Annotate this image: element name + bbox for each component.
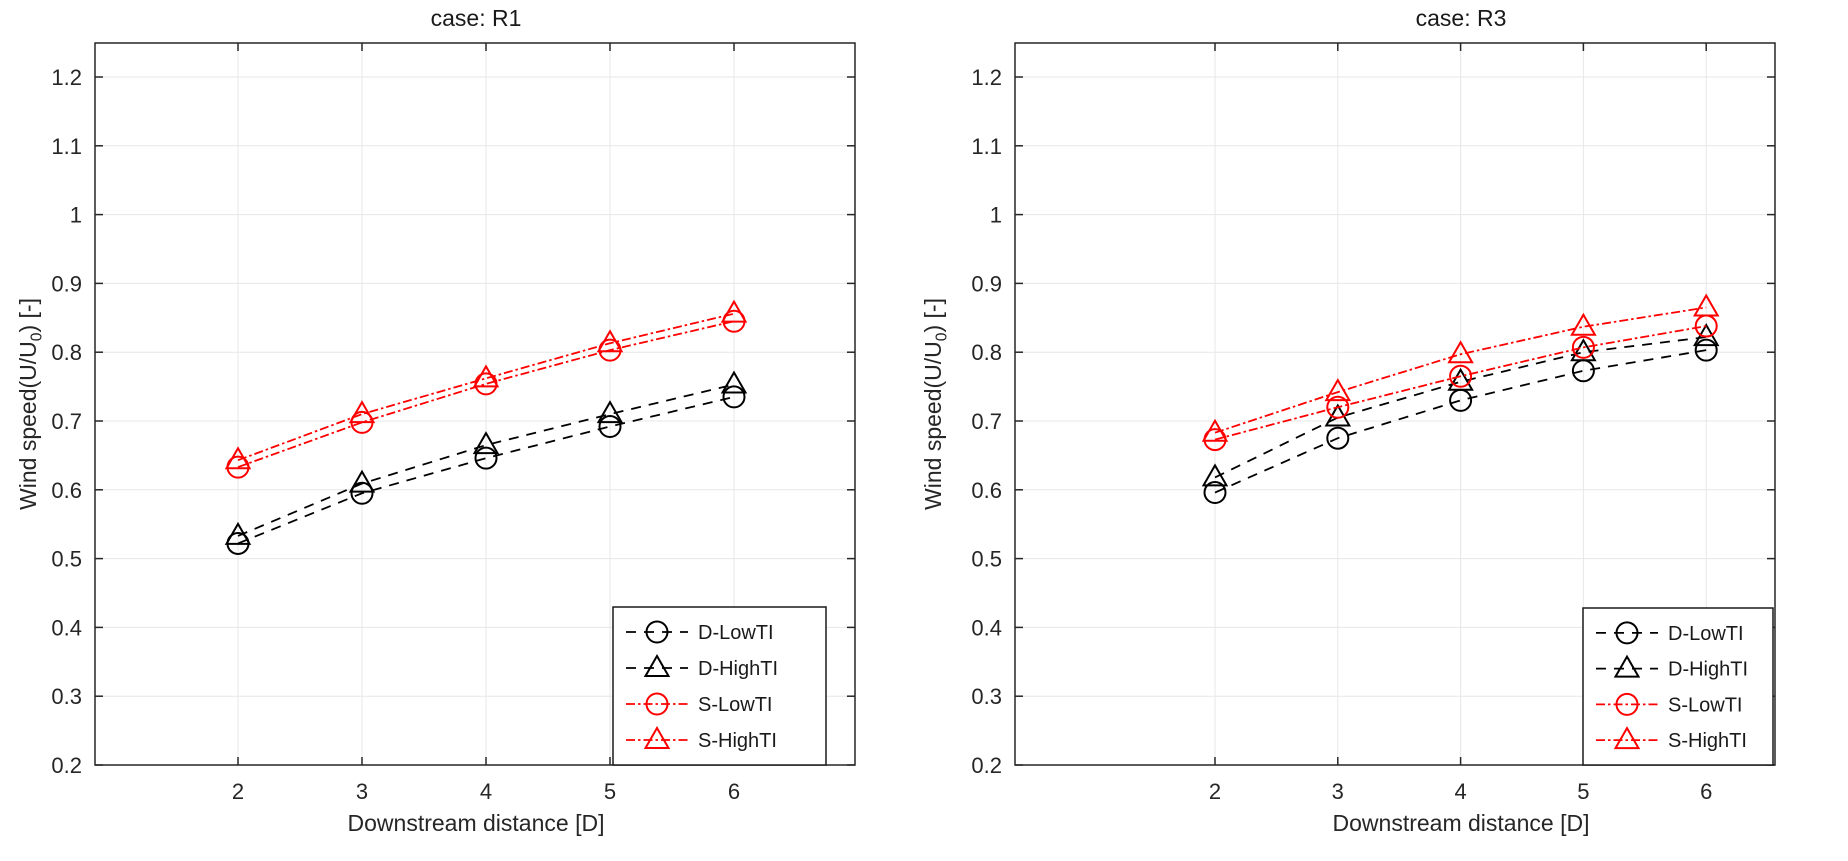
y-axis-label-r3-pre: Wind speed(U/U [920,341,946,510]
svg-text:4: 4 [480,779,492,804]
x-tick-labels-r1: 2 3 4 5 6 [232,779,740,804]
legend-label-d-lowti: D-LowTI [698,622,774,644]
svg-text:0.7: 0.7 [51,409,82,434]
panel-r3: 2 3 4 5 6 0.2 0.3 0.4 0.5 0.6 0.7 0.8 0.9 1 1.1 1.2 D-Lo… [971,42,1776,804]
svg-text:5: 5 [1577,779,1589,804]
svg-text:0.5: 0.5 [51,547,82,572]
svg-text:0.6: 0.6 [51,478,82,503]
series-s-highti-r3 [1201,293,1720,442]
legend-item-d-lowti: D-LowTI [1596,621,1744,645]
svg-text:4: 4 [1454,779,1466,804]
x-axis-label-r1: Downstream distance [D] [347,810,605,836]
legend-r3: D-LowTI D-HighTI S-LowTI S-HighTI [1582,607,1774,766]
y-tick-labels-r3: 0.2 0.3 0.4 0.5 0.6 0.7 0.8 0.9 1 1.1 1.2 [971,65,1002,778]
y-axis-label-r1-post: ) [-] [15,298,41,333]
svg-text:0.8: 0.8 [971,340,1002,365]
svg-text:0.7: 0.7 [971,409,1002,434]
svg-text:2: 2 [232,779,244,804]
y-axis-label-r1: Wind speed(U/U0) [-] [15,224,46,584]
svg-text:2: 2 [1209,779,1221,804]
svg-text:0.8: 0.8 [51,340,82,365]
series-s-highti-r1 [224,299,748,470]
legend-item-s-lowti: S-LowTI [626,692,772,716]
svg-text:0.9: 0.9 [971,271,1002,296]
svg-text:0.6: 0.6 [971,478,1002,503]
axes-frame-r1 [94,42,856,766]
svg-text:1.1: 1.1 [51,134,82,159]
panel-r1: 2 3 4 5 6 0.2 0.3 0.4 0.5 0.6 0.7 0.8 0.9 1 1.1 1.2 D-Lo… [51,42,856,804]
svg-text:1.2: 1.2 [971,65,1002,90]
series-s-lowti-r3 [1203,314,1718,452]
svg-text:1.2: 1.2 [51,65,82,90]
legend-label-d-lowti: D-LowTI [1668,623,1744,645]
y-axis-label-r3: Wind speed(U/U0) [-] [920,224,951,584]
chart-title-r1: case: R1 [430,5,522,31]
svg-text:3: 3 [356,779,368,804]
svg-text:0.4: 0.4 [51,615,82,640]
y-axis-label-r1-sub: 0 [28,332,46,342]
legend-label-s-lowti: S-LowTI [1668,694,1742,716]
svg-text:0.3: 0.3 [51,684,82,709]
svg-text:3: 3 [1332,779,1344,804]
y-tick-labels-r1: 0.2 0.3 0.4 0.5 0.6 0.7 0.8 0.9 1 1.1 1.2 [51,65,82,778]
legend-item-d-highti: D-HighTI [626,653,778,680]
x-axis-label-r3: Downstream distance [D] [1332,810,1590,836]
series-d-highti-r1 [224,370,748,545]
svg-text:0.2: 0.2 [971,753,1002,778]
svg-text:0.9: 0.9 [51,271,82,296]
legend-label-d-highti: D-HighTI [698,658,778,680]
svg-text:0.3: 0.3 [971,684,1002,709]
svg-text:1: 1 [990,203,1002,228]
svg-text:6: 6 [728,779,740,804]
y-axis-label-r1-pre: Wind speed(U/U [15,341,41,510]
legend-item-s-lowti: S-LowTI [1596,692,1742,716]
svg-text:0.2: 0.2 [51,753,82,778]
svg-text:5: 5 [604,779,616,804]
chart-title-r3: case: R3 [1415,5,1507,31]
tick-marks-r1 [95,43,855,766]
legend-r1: D-LowTI D-HighTI S-LowTI S-HighTI [612,606,827,766]
svg-text:0.4: 0.4 [971,615,1002,640]
legend-label-s-lowti: S-LowTI [698,694,772,716]
legend-label-s-highti: S-HighTI [1668,730,1747,752]
axes-frame-r3 [1014,42,1776,766]
x-tick-labels-r3: 2 3 4 5 6 [1209,779,1712,804]
legend-label-s-highti: S-HighTI [698,730,777,752]
legend-item-s-highti: S-HighTI [626,725,777,752]
svg-text:1.1: 1.1 [971,134,1002,159]
y-axis-label-r3-post: ) [-] [920,298,946,333]
svg-text:0.5: 0.5 [971,547,1002,572]
legend-item-d-lowti: D-LowTI [626,620,774,644]
legend-label-d-highti: D-HighTI [1668,659,1748,681]
legend-item-s-highti: S-HighTI [1596,726,1747,752]
y-axis-label-r3-sub: 0 [933,332,951,342]
svg-text:6: 6 [1700,779,1712,804]
svg-text:1: 1 [70,203,82,228]
legend-item-d-highti: D-HighTI [1596,654,1748,681]
